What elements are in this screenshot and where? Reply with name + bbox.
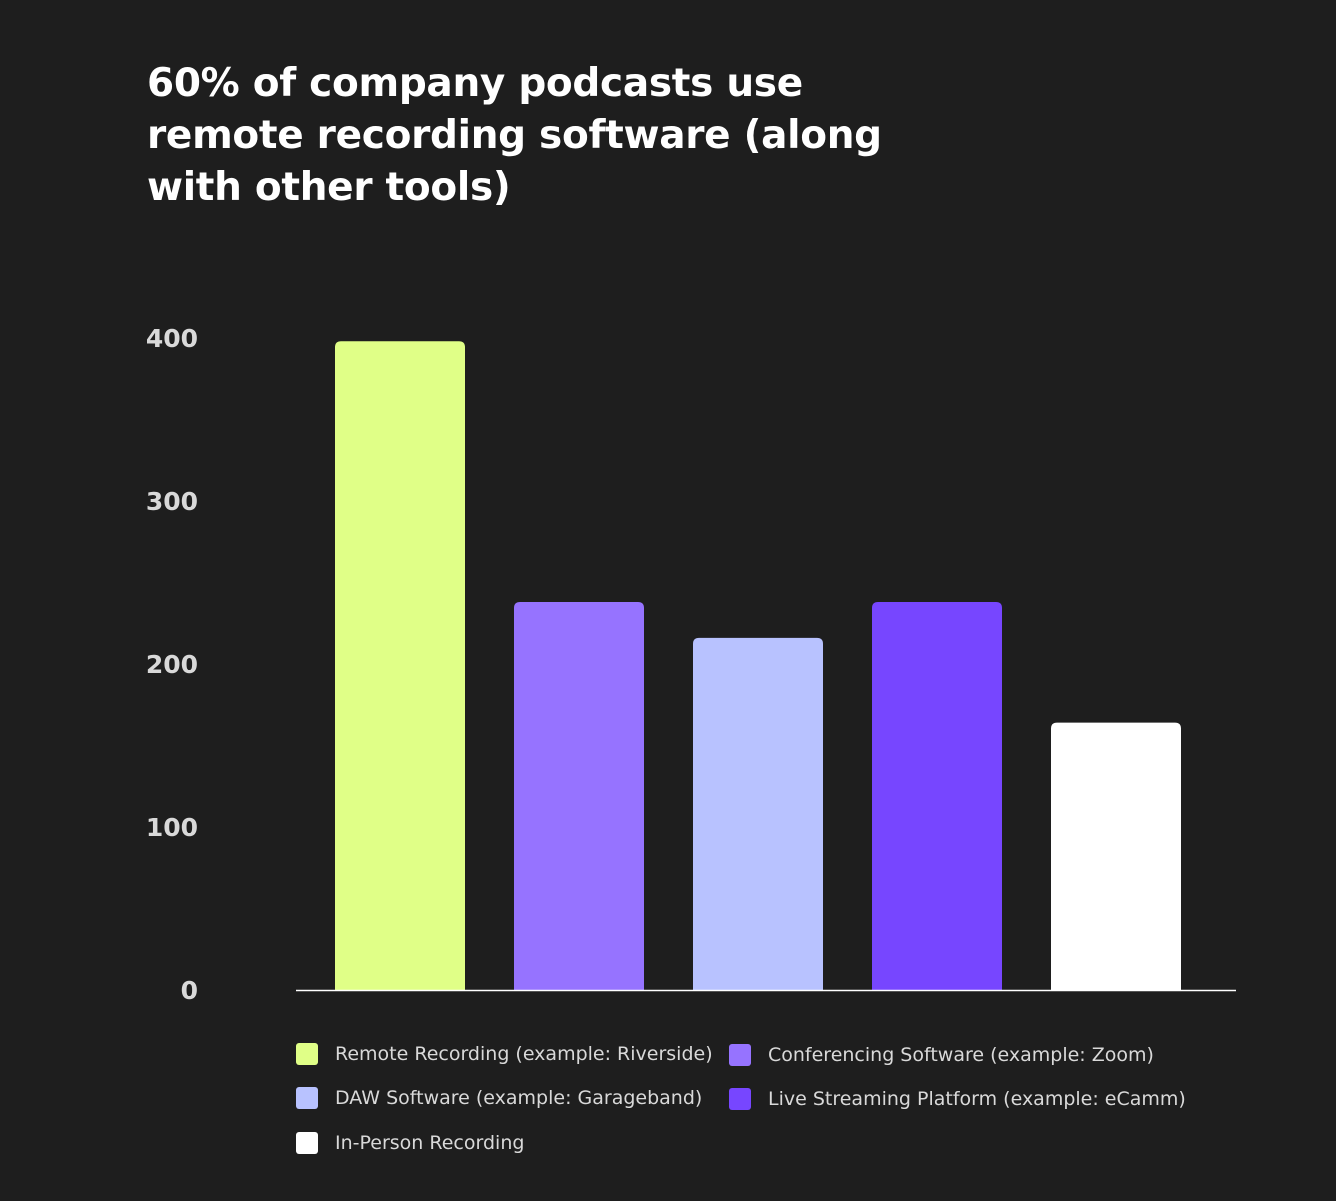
legend-item-in-person-recording: In-Person Recording	[296, 1129, 524, 1157]
bar-3	[693, 637, 823, 990]
legend-item-remote-recording: Remote Recording (example: Riverside)	[296, 1040, 713, 1068]
y-tick-label-100: 100	[146, 813, 198, 842]
legend: Remote Recording (example: Riverside) Co…	[296, 1040, 1236, 1170]
legend-swatch	[296, 1043, 318, 1065]
y-tick-label-400: 400	[146, 324, 198, 353]
legend-item-live-streaming-platform: Live Streaming Platform (example: eCamm)	[729, 1085, 1186, 1113]
y-axis-ticks: 0 100 200 300 400	[146, 324, 198, 1005]
bar-4	[872, 602, 1002, 990]
legend-swatch	[296, 1087, 318, 1109]
bar-5	[1051, 722, 1181, 990]
legend-label: Conferencing Software (example: Zoom)	[768, 1044, 1154, 1066]
legend-label: In-Person Recording	[335, 1132, 525, 1154]
y-tick-label-200: 200	[146, 650, 198, 679]
bars	[335, 341, 1181, 990]
legend-item-conferencing-software: Conferencing Software (example: Zoom)	[729, 1041, 1154, 1069]
bar-1	[335, 341, 465, 990]
legend-swatch	[296, 1132, 318, 1154]
legend-item-daw-software: DAW Software (example: Garageband)	[296, 1084, 702, 1112]
legend-swatch	[729, 1088, 751, 1110]
bar-2	[514, 602, 644, 990]
legend-label: Live Streaming Platform (example: eCamm)	[768, 1088, 1186, 1110]
y-tick-label-0: 0	[181, 976, 198, 1005]
legend-label: DAW Software (example: Garageband)	[335, 1087, 703, 1109]
legend-swatch	[729, 1044, 751, 1066]
chart-title: 60% of company podcasts use remote recor…	[147, 61, 882, 210]
bar-chart: 0 100 200 300 400	[146, 324, 1236, 1005]
y-tick-label-300: 300	[146, 487, 198, 516]
legend-label: Remote Recording (example: Riverside)	[335, 1043, 713, 1065]
